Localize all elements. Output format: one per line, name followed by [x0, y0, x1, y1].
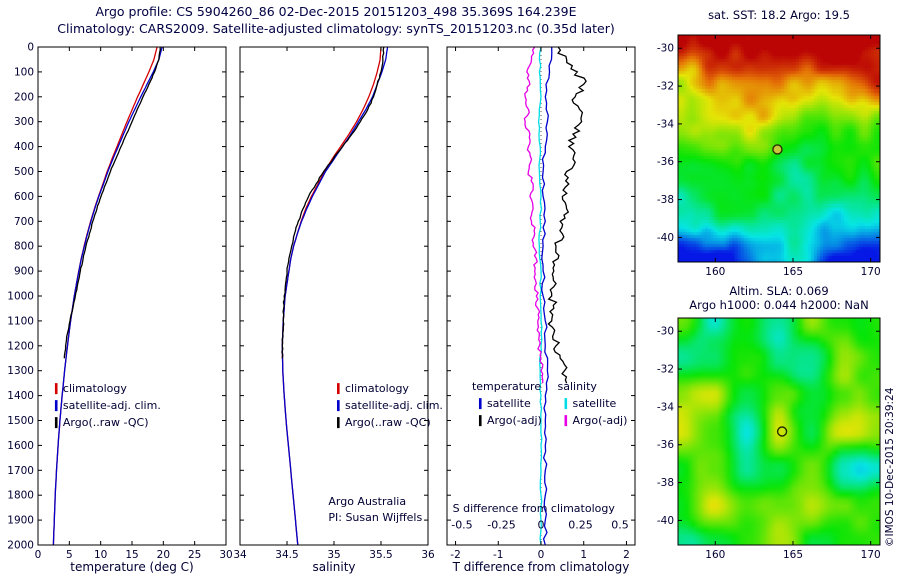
svg-text:0: 0: [27, 42, 34, 54]
svg-text:-2: -2: [450, 549, 460, 561]
svg-text:1: 1: [580, 549, 587, 561]
figure-title-line1: Argo profile: CS 5904260_86 02-Dec-2015 …: [95, 4, 577, 19]
svg-text:160: 160: [705, 549, 725, 561]
sla-map-image: [678, 318, 880, 545]
svg-text:2000: 2000: [7, 540, 34, 552]
svg-text:S difference from climatology: S difference from climatology: [453, 502, 616, 515]
svg-text:0: 0: [538, 549, 545, 561]
svg-text:1500: 1500: [7, 415, 34, 427]
salinity-axis-label: salinity: [312, 560, 356, 574]
svg-text:-40: -40: [657, 515, 674, 527]
svg-text:165: 165: [783, 266, 803, 278]
svg-text:300: 300: [14, 116, 34, 128]
svg-text:1300: 1300: [7, 365, 34, 377]
svg-text:1100: 1100: [7, 315, 34, 327]
svg-text:Argo(..raw -QC): Argo(..raw -QC): [345, 416, 431, 429]
svg-text:-32: -32: [657, 364, 674, 376]
svg-text:400: 400: [14, 141, 34, 153]
svg-text:-36: -36: [657, 439, 674, 451]
svg-text:PI: Susan Wijffels: PI: Susan Wijffels: [328, 511, 422, 524]
svg-text:salinity: salinity: [558, 380, 598, 393]
svg-text:160: 160: [705, 266, 725, 278]
svg-text:1800: 1800: [7, 490, 34, 502]
svg-text:climatology: climatology: [63, 382, 127, 395]
sla-map-title-line2: Argo h1000: 0.044 h2000: NaN: [689, 298, 869, 312]
svg-text:1200: 1200: [7, 340, 34, 352]
svg-text:35.5: 35.5: [369, 549, 392, 561]
svg-text:-1: -1: [493, 549, 503, 561]
svg-text:-36: -36: [657, 156, 674, 168]
svg-text:Argo(-adj): Argo(-adj): [573, 414, 628, 427]
svg-text:36: 36: [421, 549, 435, 561]
svg-text:600: 600: [14, 191, 34, 203]
svg-text:0.25: 0.25: [568, 519, 593, 532]
svg-text:-34: -34: [657, 401, 674, 413]
svg-text:35: 35: [327, 549, 340, 561]
svg-text:climatology: climatology: [345, 382, 409, 395]
svg-text:30: 30: [219, 549, 232, 561]
svg-text:satellite: satellite: [573, 397, 617, 410]
svg-text:800: 800: [14, 241, 34, 253]
svg-text:1000: 1000: [7, 291, 34, 303]
svg-text:1900: 1900: [7, 515, 34, 527]
svg-text:satellite-adj. clim.: satellite-adj. clim.: [63, 399, 161, 412]
svg-text:satellite: satellite: [487, 397, 531, 410]
svg-text:170: 170: [861, 549, 881, 561]
sst-map-title: sat. SST: 18.2 Argo: 19.5: [708, 8, 850, 22]
svg-text:1700: 1700: [7, 465, 34, 477]
svg-text:-32: -32: [657, 81, 674, 93]
svg-text:900: 900: [14, 266, 34, 278]
svg-text:34.5: 34.5: [275, 549, 298, 561]
svg-text:Argo(-adj): Argo(-adj): [487, 414, 542, 427]
temperature-axis-label: temperature (deg C): [70, 560, 194, 574]
svg-text:700: 700: [14, 216, 34, 228]
tdiff-axis-label: T difference from climatology: [452, 560, 630, 574]
svg-text:100: 100: [14, 66, 34, 78]
svg-text:2: 2: [623, 549, 630, 561]
svg-text:-38: -38: [657, 194, 674, 206]
svg-text:0.5: 0.5: [611, 519, 629, 532]
svg-text:25: 25: [188, 549, 201, 561]
svg-text:-34: -34: [657, 118, 674, 130]
svg-text:165: 165: [783, 549, 803, 561]
svg-text:200: 200: [14, 91, 34, 103]
svg-text:satellite-adj. clim.: satellite-adj. clim.: [345, 399, 443, 412]
svg-text:34: 34: [233, 549, 247, 561]
svg-text:10: 10: [94, 549, 107, 561]
svg-text:1400: 1400: [7, 390, 34, 402]
svg-text:Argo(..raw -QC): Argo(..raw -QC): [63, 416, 149, 429]
svg-text:-38: -38: [657, 477, 674, 489]
figure-title-line2: Climatology: CARS2009. Satellite-adjuste…: [57, 21, 615, 36]
svg-text:1600: 1600: [7, 440, 34, 452]
svg-text:15: 15: [125, 549, 138, 561]
svg-text:temperature: temperature: [472, 380, 541, 393]
svg-text:-30: -30: [657, 43, 674, 55]
imos-credit: ©IMOS 10-Dec-2015 20:39:24: [884, 387, 896, 547]
svg-text:-0.5: -0.5: [451, 519, 472, 532]
svg-text:-0.25: -0.25: [487, 519, 515, 532]
svg-text:0: 0: [35, 549, 42, 561]
svg-text:5: 5: [66, 549, 73, 561]
svg-text:170: 170: [861, 266, 881, 278]
svg-text:Argo Australia: Argo Australia: [328, 495, 406, 508]
sla-map-title-line1: Altim. SLA: 0.069: [729, 284, 829, 298]
svg-text:-40: -40: [657, 232, 674, 244]
svg-text:500: 500: [14, 166, 34, 178]
svg-text:0: 0: [538, 519, 545, 532]
svg-text:-30: -30: [657, 326, 674, 338]
svg-text:20: 20: [157, 549, 170, 561]
